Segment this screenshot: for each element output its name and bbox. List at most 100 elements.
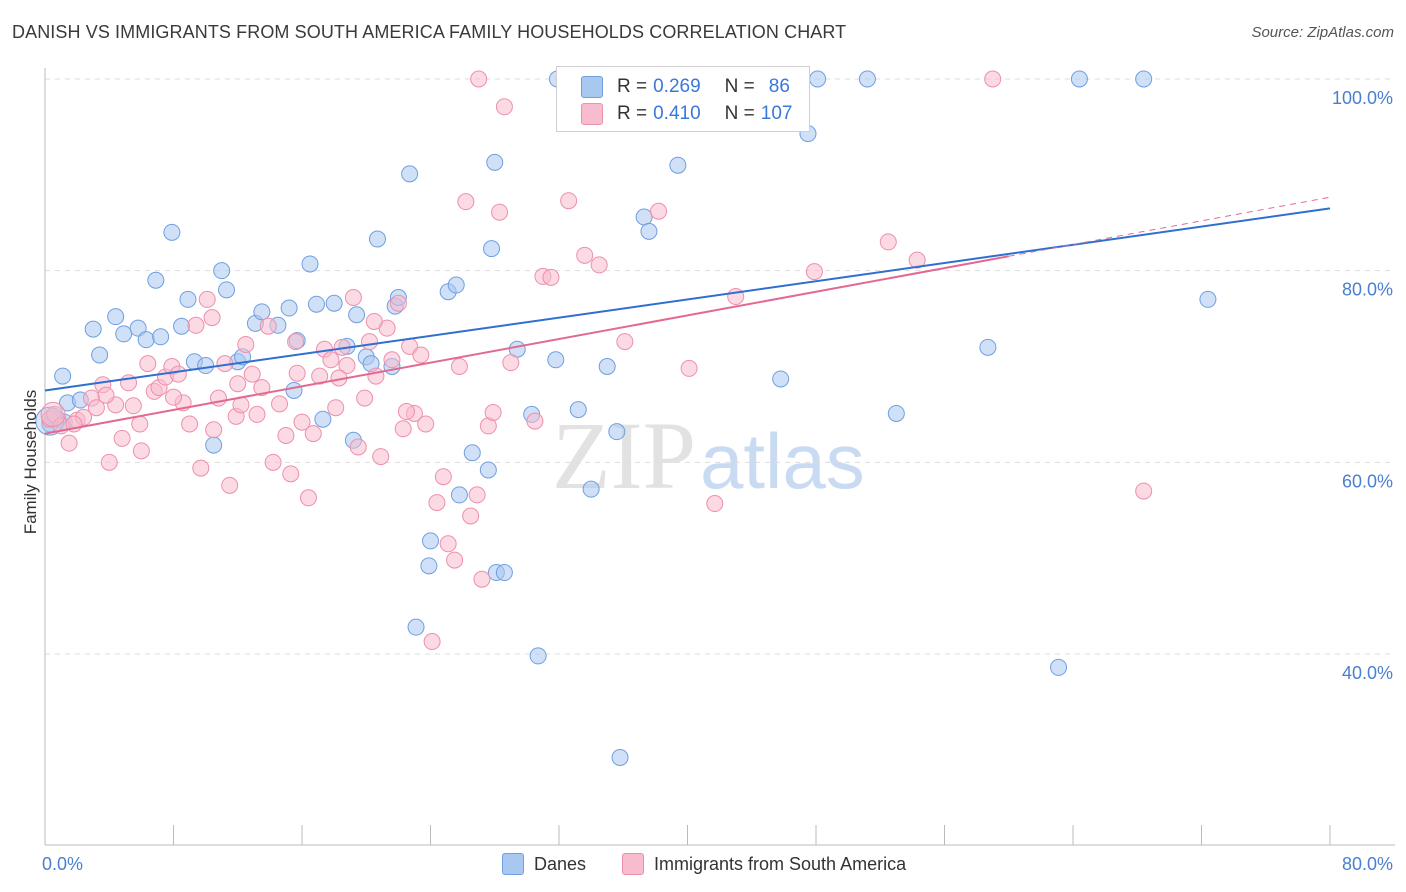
danes-point bbox=[179, 290, 197, 308]
immigrants-point bbox=[209, 389, 227, 407]
legend-row-immigrants: R = 0.410 N = 107 bbox=[581, 101, 792, 127]
immigrants-point bbox=[322, 351, 340, 369]
correlation-legend: R = 0.269 N = 86 R = 0.410 N = 107 bbox=[556, 66, 810, 132]
danes-point bbox=[635, 208, 653, 226]
legend-label-danes: Danes bbox=[534, 853, 587, 874]
immigrants-point bbox=[576, 246, 594, 264]
danes-point bbox=[463, 444, 481, 462]
immigrants-point bbox=[344, 289, 362, 306]
r-label: R = bbox=[617, 103, 648, 124]
immigrants-point bbox=[87, 399, 105, 417]
immigrants-point bbox=[338, 357, 356, 375]
immigrants-point bbox=[560, 192, 578, 210]
immigrants-point bbox=[367, 367, 385, 385]
danes-point bbox=[280, 299, 298, 317]
danes-point bbox=[163, 223, 181, 241]
watermark-zip: ZIP bbox=[552, 402, 696, 509]
legend-item-immigrants[interactable]: Immigrants from South America bbox=[622, 852, 906, 876]
danes-point bbox=[107, 308, 125, 326]
immigrants-point bbox=[131, 415, 149, 433]
immigrants-point bbox=[97, 386, 115, 404]
immigrants-point bbox=[446, 551, 464, 569]
danes-point bbox=[1135, 70, 1153, 88]
immigrants-point bbox=[984, 70, 1002, 88]
immigrants-point bbox=[60, 434, 78, 452]
immigrants-point bbox=[165, 388, 182, 406]
axes bbox=[44, 68, 1395, 846]
immigrants-point bbox=[181, 415, 199, 433]
immigrants-point bbox=[412, 346, 430, 364]
r-label: R = bbox=[617, 76, 648, 97]
danes-point bbox=[314, 410, 332, 428]
immigrants-point bbox=[299, 489, 317, 507]
immigrants-point bbox=[205, 421, 223, 439]
danes-trendline bbox=[44, 207, 1331, 392]
watermark-atlas: atlas bbox=[700, 417, 865, 505]
immigrants-point bbox=[473, 570, 491, 588]
immigrants-point bbox=[124, 397, 142, 415]
danes-point bbox=[809, 70, 827, 88]
danes-point bbox=[197, 357, 215, 375]
danes-point bbox=[669, 156, 687, 174]
danes-point bbox=[1050, 658, 1068, 676]
immigrants-point bbox=[590, 256, 608, 274]
danes-swatch bbox=[502, 853, 524, 875]
danes-point bbox=[608, 423, 626, 441]
immigrants-trendline-extension bbox=[1008, 196, 1331, 257]
danes-point bbox=[368, 230, 386, 248]
immigrants-point bbox=[468, 486, 486, 504]
immigrants-point bbox=[187, 316, 205, 334]
immigrants-point bbox=[650, 202, 668, 220]
danes-point bbox=[479, 461, 497, 479]
y-tick-label: 40.0% bbox=[1342, 663, 1393, 683]
immigrants-point bbox=[139, 355, 157, 373]
danes-point bbox=[173, 317, 191, 335]
immigrants-point bbox=[349, 438, 367, 456]
immigrants-point bbox=[423, 633, 441, 651]
trendlines bbox=[44, 196, 1331, 435]
danes-point bbox=[205, 436, 223, 454]
n-value-immigrants: 107 bbox=[760, 103, 793, 124]
n-label: N = bbox=[724, 76, 755, 97]
danes-point bbox=[598, 358, 616, 375]
immigrants-point bbox=[397, 403, 415, 421]
danes-point bbox=[91, 346, 109, 364]
danes-point bbox=[84, 320, 102, 338]
immigrants-point bbox=[434, 468, 452, 486]
immigrants-point bbox=[706, 495, 724, 513]
n-value-danes: 86 bbox=[768, 76, 790, 97]
immigrants-point bbox=[356, 389, 374, 407]
immigrants-point bbox=[389, 294, 407, 312]
immigrants-point bbox=[616, 333, 634, 351]
danes-point bbox=[1070, 70, 1088, 88]
immigrants-point bbox=[879, 233, 897, 251]
immigrants-point bbox=[259, 317, 277, 335]
immigrants-point bbox=[394, 420, 412, 438]
x-tick-label: 80.0% bbox=[1342, 854, 1393, 874]
danes-point bbox=[401, 165, 419, 183]
immigrants-point bbox=[365, 312, 383, 330]
immigrants-point bbox=[248, 405, 266, 423]
immigrants-swatch bbox=[622, 853, 644, 875]
axis-labels: 40.0% 60.0% 80.0% 100.0% 0.0% 80.0% Family Hou… bbox=[21, 88, 1393, 874]
immigrants-point bbox=[169, 365, 187, 383]
immigrants-point bbox=[277, 427, 295, 444]
immigrants-point bbox=[680, 359, 698, 377]
immigrants-point bbox=[271, 395, 289, 413]
y-axis-title: Family Households bbox=[21, 390, 40, 535]
immigrants-point bbox=[287, 333, 305, 351]
danes-point bbox=[450, 486, 468, 504]
immigrants-point bbox=[439, 535, 457, 553]
immigrants-point bbox=[237, 335, 255, 353]
immigrants-point bbox=[132, 442, 150, 460]
immigrants-point bbox=[457, 193, 475, 211]
legend-item-danes[interactable]: Danes bbox=[502, 852, 586, 876]
danes-point bbox=[772, 370, 790, 388]
legend-label-immigrants: Immigrants from South America bbox=[654, 853, 907, 874]
immigrants-point bbox=[462, 507, 480, 525]
immigrants-point bbox=[428, 494, 446, 512]
danes-point bbox=[611, 749, 629, 766]
immigrants-swatch bbox=[581, 103, 603, 125]
immigrants-point bbox=[203, 309, 221, 327]
danes-point bbox=[569, 401, 587, 419]
